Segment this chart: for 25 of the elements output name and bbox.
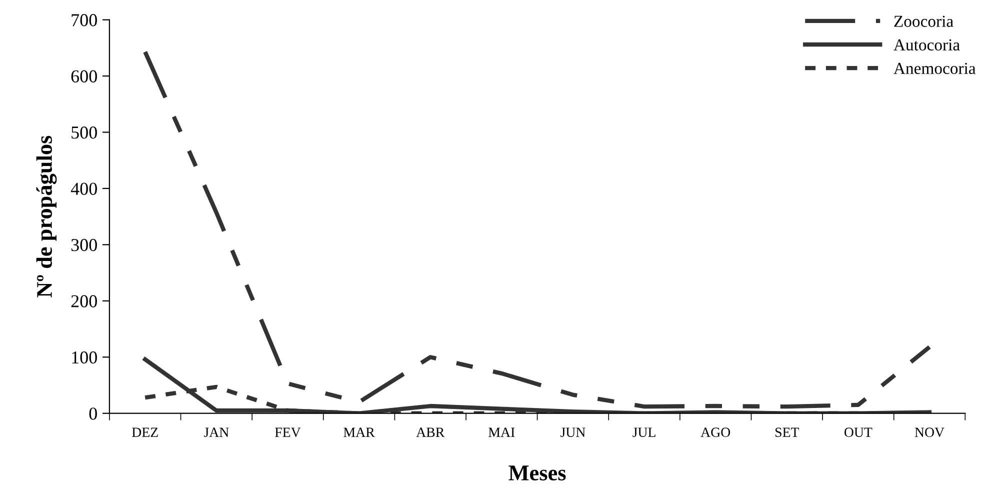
y-axis-title: Nº de propágulos xyxy=(36,136,57,298)
y-tick-label: 200 xyxy=(71,295,97,308)
x-tick-label: SET xyxy=(775,428,799,437)
x-tick-label: ABR xyxy=(416,428,445,437)
y-tick-label: 300 xyxy=(71,238,97,252)
x-tick-label: NOV xyxy=(914,428,944,438)
y-tick-label: 600 xyxy=(71,70,97,82)
x-tick-label: MAI xyxy=(488,428,515,437)
x-tick-label: JUN xyxy=(560,428,586,437)
x-axis-title: Meses xyxy=(508,466,566,480)
y-tick-label: 100 xyxy=(72,351,97,364)
legend-label: Autocoria xyxy=(894,39,960,51)
x-tick-label: JAN xyxy=(204,428,229,437)
y-tick-label: 500 xyxy=(72,126,97,139)
x-tick-label: FEV xyxy=(275,428,301,438)
x-tick-label: JUL xyxy=(632,428,656,437)
legend-label: Zoocoria xyxy=(894,16,954,27)
y-tick-label: 0 xyxy=(89,408,97,420)
x-tick-label: AGO xyxy=(700,428,730,437)
x-tick-label: OUT xyxy=(844,428,872,437)
legend-label: Anemocoria xyxy=(894,62,976,74)
x-tick-label: MAR xyxy=(344,428,375,437)
y-tick-label: 400 xyxy=(70,182,97,195)
x-tick-label: DEZ xyxy=(132,428,158,437)
y-tick-label: 700 xyxy=(72,14,97,26)
